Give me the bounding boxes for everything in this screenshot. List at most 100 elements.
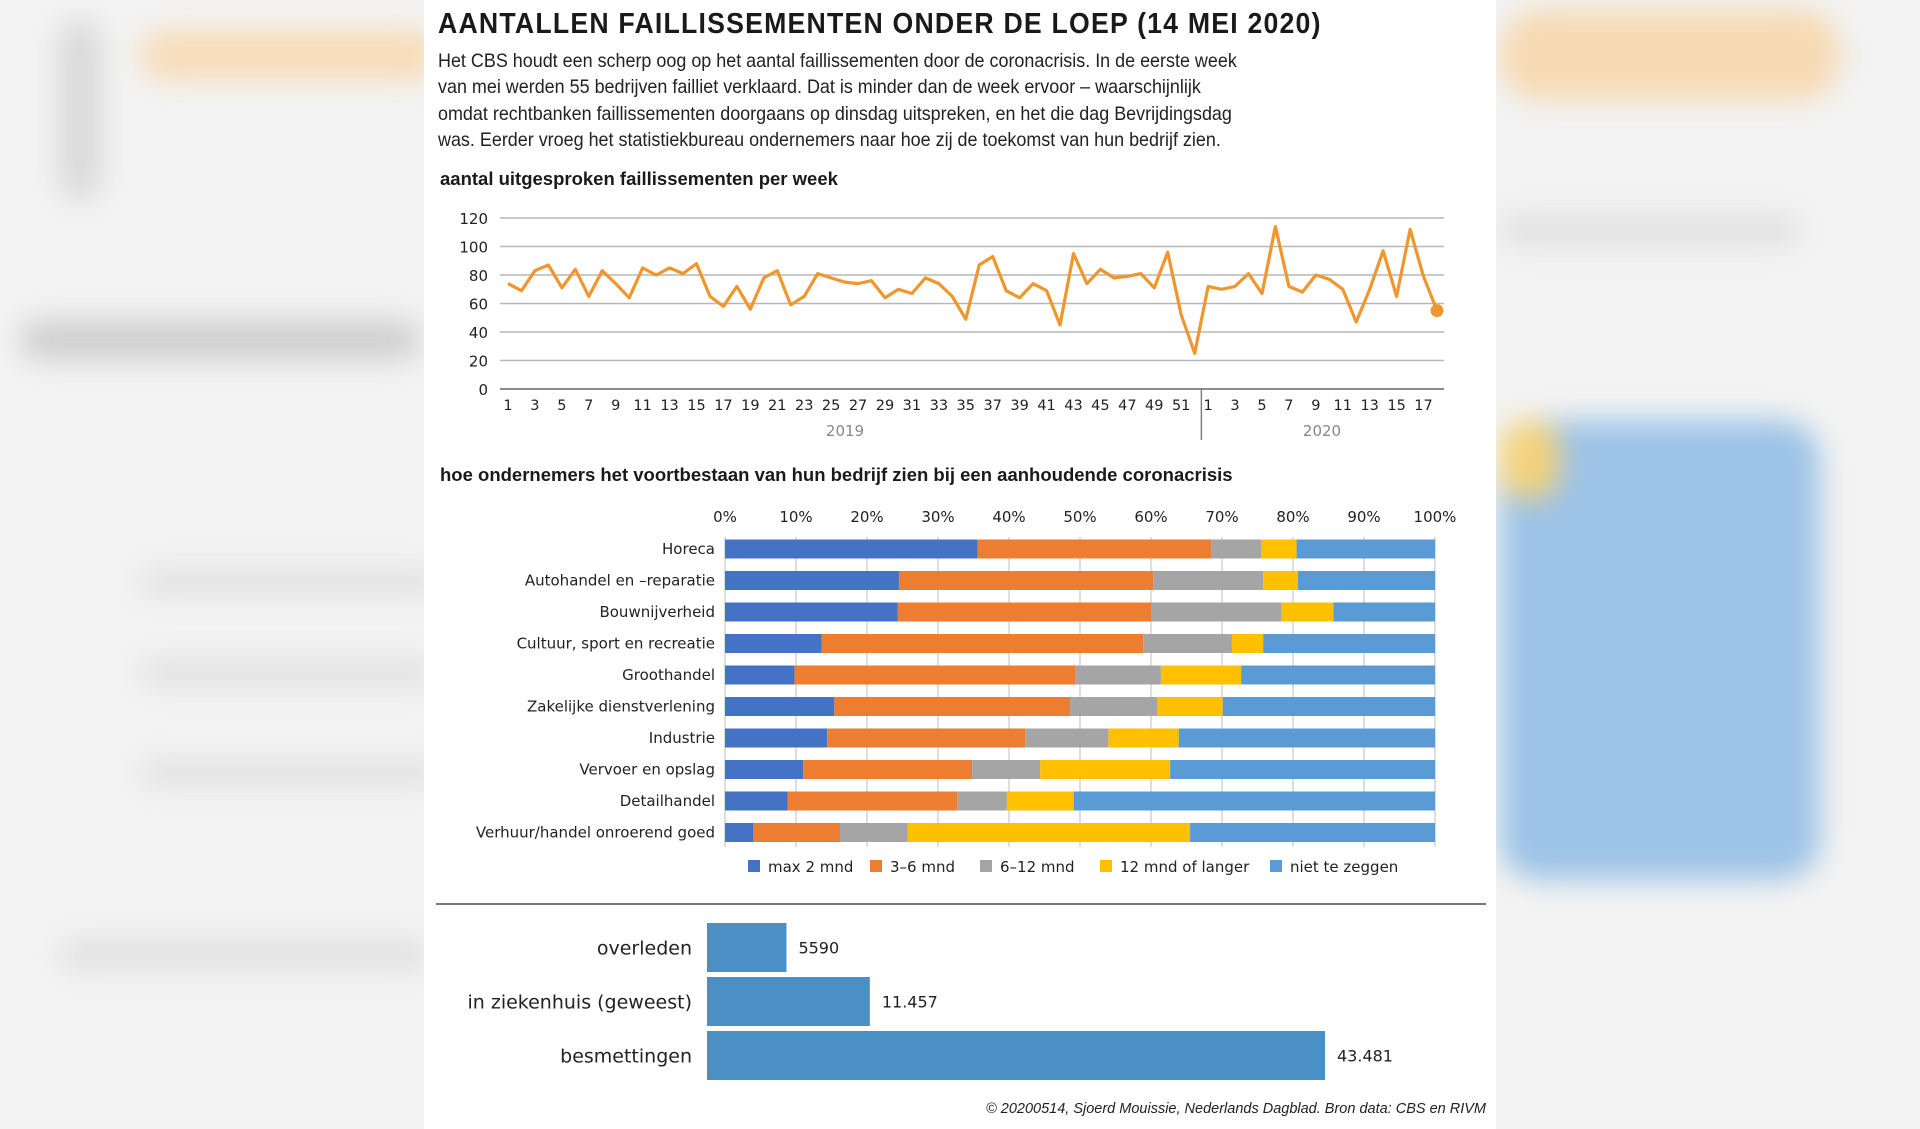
category-label: in ziekenhuis (geweest) <box>467 992 692 1014</box>
bar-segment <box>1211 539 1262 559</box>
bar-segment <box>1075 665 1161 685</box>
legend-swatch <box>748 860 760 872</box>
x-tick-label: 0% <box>713 508 737 526</box>
category-label: Verhuur/handel onroerend goed <box>476 824 715 842</box>
bar-segment <box>1296 539 1435 559</box>
bar-segment <box>898 571 1154 590</box>
bar-segment <box>1190 823 1435 842</box>
category-label: besmettingen <box>560 1046 692 1068</box>
bar-segment <box>1231 634 1264 653</box>
x-tick-label: 21 <box>768 398 786 414</box>
bar-segment <box>1006 791 1074 811</box>
bar-segment <box>1263 634 1435 653</box>
bar <box>707 923 787 972</box>
x-tick-label: 17 <box>1414 398 1432 414</box>
bar-segment <box>725 760 804 779</box>
bar-segment <box>725 728 828 748</box>
bar-segment <box>803 760 973 779</box>
bar-segment <box>787 791 958 811</box>
x-tick-label: 37 <box>983 398 1001 414</box>
bar-segment <box>1170 760 1435 779</box>
x-tick-label: 10% <box>779 508 812 526</box>
x-tick-label: 43 <box>1064 398 1082 414</box>
x-tick-label: 47 <box>1118 398 1136 414</box>
x-tick-label: 15 <box>687 398 705 414</box>
bar-segment <box>725 697 835 716</box>
bar-segment <box>1263 571 1298 590</box>
x-tick-label: 100% <box>1414 508 1457 526</box>
x-tick-label: 7 <box>1284 398 1293 414</box>
x-tick-label: 9 <box>611 398 620 414</box>
x-tick-label: 39 <box>1010 398 1028 414</box>
intro-line: Het CBS houdt een scherp oog op het aant… <box>438 50 1237 72</box>
x-tick-label: 31 <box>903 398 921 414</box>
category-label: Vervoer en opslag <box>579 761 715 779</box>
x-tick-label: 60% <box>1134 508 1167 526</box>
bar-segment <box>1160 665 1242 685</box>
legend-label: niet te zeggen <box>1290 858 1398 876</box>
bar-segment <box>1261 539 1297 559</box>
category-label: Autohandel en –reparatie <box>525 572 715 590</box>
bar-segment <box>725 634 822 653</box>
legend-swatch <box>870 860 882 872</box>
x-tick-label: 9 <box>1311 398 1320 414</box>
value-label: 5590 <box>798 939 839 958</box>
x-tick-label: 33 <box>930 398 948 414</box>
bar-segment <box>794 665 1076 685</box>
x-tick-label: 25 <box>822 398 840 414</box>
bar-segment <box>725 571 899 590</box>
x-tick-label: 5 <box>1257 398 1266 414</box>
bar-segment <box>1151 602 1282 622</box>
bar-segment <box>1297 571 1435 590</box>
section-divider <box>436 903 1486 905</box>
bar-segment <box>725 539 978 559</box>
legend-swatch <box>1270 860 1282 872</box>
bar-segment <box>725 823 754 842</box>
x-tick-label: 1 <box>503 398 512 414</box>
footer-credit: © 20200514, Sjoerd Mouissie, Nederlands … <box>986 1101 1486 1117</box>
legend-swatch <box>1100 860 1112 872</box>
bar-segment <box>1143 634 1232 653</box>
bar <box>707 977 870 1026</box>
x-tick-label: 45 <box>1091 398 1109 414</box>
bar-segment <box>1108 728 1179 748</box>
bar-segment <box>827 728 1026 748</box>
x-tick-label: 11 <box>633 398 651 414</box>
bar-segment <box>1178 728 1435 748</box>
x-tick-label: 11 <box>1334 398 1352 414</box>
legend-label: 3–6 mnd <box>890 858 955 876</box>
x-tick-label: 50% <box>1063 508 1096 526</box>
legend-swatch <box>980 860 992 872</box>
year-label: 2019 <box>826 422 864 440</box>
x-tick-label: 20% <box>850 508 883 526</box>
bar-segment <box>1333 602 1435 622</box>
bar-segment <box>1157 697 1223 716</box>
x-tick-label: 17 <box>714 398 732 414</box>
x-tick-label: 13 <box>1360 398 1378 414</box>
intro-paragraph: Het CBS houdt een scherp oog op het aant… <box>438 48 1367 153</box>
bar-segment <box>1070 697 1158 716</box>
y-tick-label: 80 <box>469 267 488 285</box>
y-tick-label: 0 <box>478 381 488 399</box>
bar-segment <box>972 760 1041 779</box>
series-line-faillissementen <box>507 225 1439 355</box>
year-label: 2020 <box>1303 422 1341 440</box>
x-tick-label: 3 <box>530 398 539 414</box>
infographic-title: AANTALLEN FAILLISSEMENTEN ONDER DE LOEP … <box>438 8 1322 40</box>
value-label: 43.481 <box>1337 1047 1393 1066</box>
bar-segment <box>725 791 788 811</box>
x-tick-label: 29 <box>876 398 894 414</box>
category-label: Groothandel <box>622 666 715 684</box>
x-tick-label: 19 <box>741 398 759 414</box>
bar-segment <box>1025 728 1109 748</box>
bar-segment <box>957 791 1007 811</box>
x-tick-label: 30% <box>921 508 954 526</box>
category-label: Bouwnijverheid <box>599 603 715 621</box>
x-tick-label: 3 <box>1230 398 1239 414</box>
infographic-panel <box>424 0 1496 1129</box>
bar-segment <box>725 665 795 685</box>
x-tick-label: 15 <box>1387 398 1405 414</box>
